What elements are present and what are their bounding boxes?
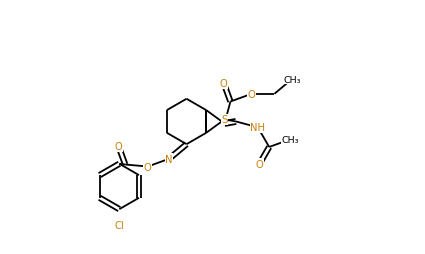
Text: O: O [220,79,228,89]
Text: O: O [256,159,264,169]
Text: CH₃: CH₃ [282,135,299,144]
Text: CH₃: CH₃ [283,75,300,84]
Text: S: S [221,115,228,125]
Text: O: O [248,89,256,99]
Text: N: N [165,154,173,164]
Text: NH: NH [250,123,265,133]
Text: Cl: Cl [114,220,124,230]
Text: O: O [115,142,122,152]
Text: O: O [144,162,152,172]
